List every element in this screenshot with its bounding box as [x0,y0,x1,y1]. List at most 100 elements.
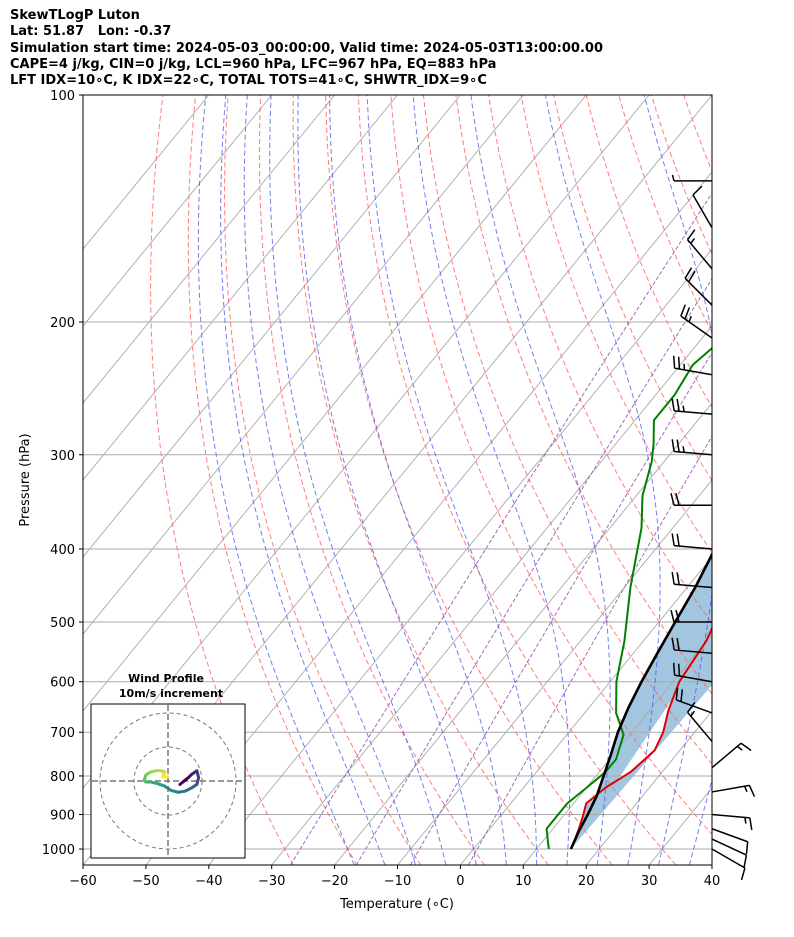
dry-adiabat-line [422,95,712,765]
dry-adiabat-line [224,95,422,865]
isotherm-line [83,95,587,712]
wind-barb-half-flag [688,315,692,323]
wind-barb-staff [680,315,713,339]
wind-barb-half-flag [743,785,748,793]
wind-barb-flag [680,304,686,317]
wind-barb [686,229,713,270]
mixing-ratio-line [409,351,712,865]
wind-barb-flag [745,841,749,855]
wind-barb [711,742,752,769]
wind-barb-half-flag [671,174,675,182]
y-tick-label: 500 [50,616,75,631]
chart-header: SkewTLogP Luton Lat: 51.87 Lon: -0.37 Si… [10,8,603,89]
wind-barb-staff [686,239,713,270]
wind-barb-flag [672,355,676,369]
moist-adiabat-line [412,95,571,865]
y-tick-label: 400 [50,543,75,558]
axis-ticks-layer: −60 −50 −40 −30 −20 −10 0 10 20 30 40 100 200 300 400 5… [42,89,720,889]
isotherm-line [585,710,712,865]
isotherm-line [83,95,524,635]
wind-barb [671,439,713,456]
isotherm-line [208,248,712,865]
x-tick-label: −10 [384,874,411,889]
isotherm-line [83,95,398,481]
temperature-line [569,626,712,850]
wind-barb-half-flag [682,405,685,412]
wind-barb-flag [670,493,675,506]
wind-barb-flag [686,701,696,713]
isotherm-line [648,787,712,865]
wind-barb-flag [743,854,748,868]
wind-barb-flag [671,533,675,546]
x-axis-label: Temperature (∘C) [339,897,454,912]
wind-barb-staff [711,828,748,843]
wind-barb-flag [684,267,693,279]
moist-adiabat-line [297,95,477,865]
wind-barb-flag [692,185,703,196]
wind-barb-flag [671,571,675,585]
dry-adiabat-line [716,95,794,865]
wind-barb-staff [711,813,750,819]
isotherm-line [83,95,210,250]
moist-adiabat-line [197,95,355,865]
wind-barb-staff [674,649,713,654]
x-tick-label: 20 [578,874,595,889]
wind-barb-flag [672,662,676,676]
y-tick-label: 700 [50,726,75,741]
wind-barb [670,493,712,506]
wind-barb [672,662,713,683]
dry-adiabat-line [258,95,485,865]
chart-title: SkewTLogP Luton [10,8,140,23]
parcel-line [569,551,712,850]
wind-barb [711,848,746,881]
wind-barb-staff [711,742,742,769]
wind-barb-flag [676,572,680,585]
wind-barb-flag [675,493,680,506]
hodograph-segment [178,776,190,786]
wind-barb [711,828,749,855]
wind-barb-flag [677,356,681,370]
wind-barb-flag [748,785,756,797]
wind-barb [671,533,713,550]
dry-adiabat-line [749,95,794,865]
wind-barb-half-flag [744,817,747,824]
wind-barb-staff [692,194,713,229]
dewpoint-line [545,302,712,850]
wind-barb-staff [674,450,713,456]
dry-adiabat-line [782,95,794,865]
wind-barb-staff [711,784,750,793]
isotherm-line [83,95,461,558]
hodograph-subtitle: 10m/s increment [119,687,223,700]
y-tick-label: 1000 [42,843,75,858]
y-tick-label: 800 [50,770,75,785]
wind-barb-flag [676,439,680,453]
isotherm-line [83,95,273,327]
wind-barb [711,813,753,831]
mixing-ratio-line [290,192,712,865]
wind-barb-flag [677,663,681,677]
wind-barb-flag [670,609,675,623]
wind-barb-flag [676,398,680,412]
wind-barb-staff [684,277,713,306]
hodograph-title: Wind Profile [128,672,204,685]
isotherm-line [334,402,712,865]
wind-barb-staff [686,711,713,742]
wind-barb [671,571,713,589]
dry-adiabat-line [455,95,712,695]
time-line: Simulation start time: 2024-05-03_00:00:… [10,40,603,56]
wind-barb-staff [674,583,713,589]
moist-adiabat-line [243,95,416,865]
wind-barb-half-flag [736,745,743,751]
wind-barb-flag [686,229,696,241]
dry-adiabat-line [650,95,712,255]
isotherm-line [711,864,712,865]
wind-barb-half-flag [690,238,696,244]
moist-adiabat-line [545,95,661,865]
cape-line: CAPE=4 j/kg, CIN=0 j/kg, LCL=960 hPa, LF… [10,56,497,72]
moist-adiabat-line [643,95,712,865]
dry-adiabat-line [585,95,712,409]
wind-barb-flag [684,307,691,320]
wind-barb-flag [675,687,679,701]
wind-barb [671,637,713,654]
isotherm-line [83,95,335,404]
